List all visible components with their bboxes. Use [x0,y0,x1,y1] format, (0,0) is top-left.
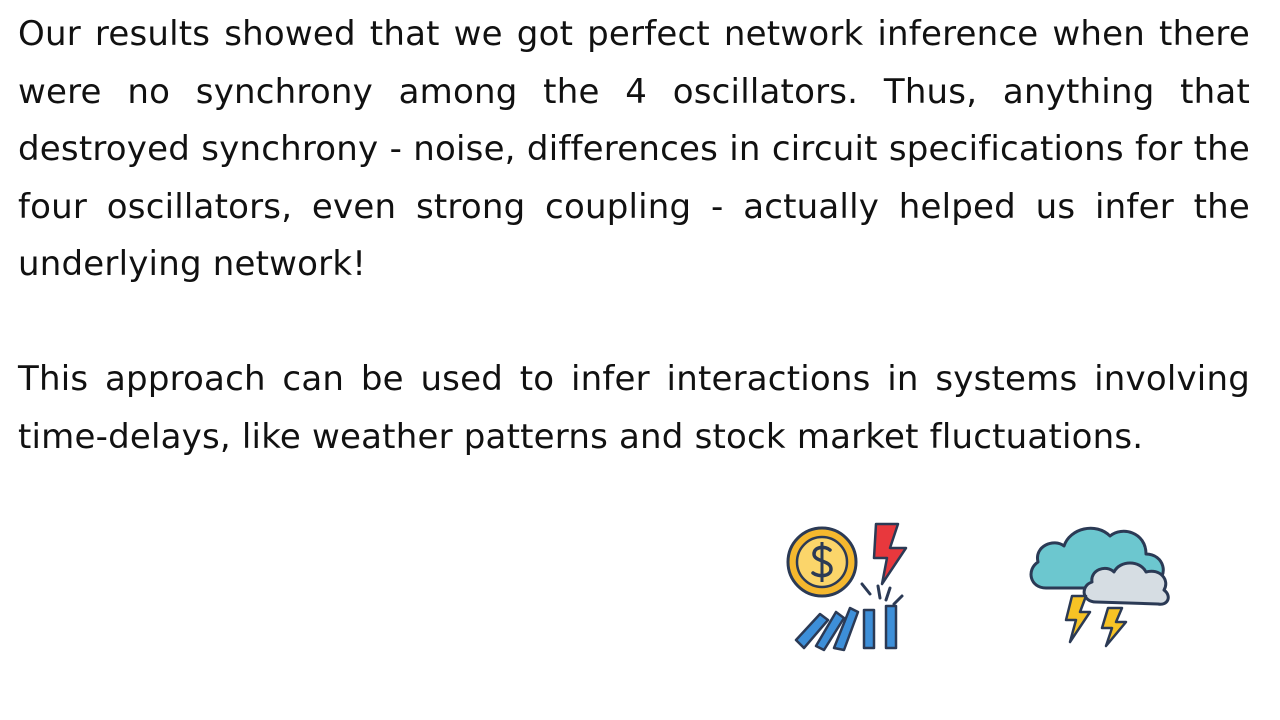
thunderstorm-icon [1029,526,1170,648]
stock-market-crash-icon [786,522,908,652]
paragraph-results: Our results showed that we got perfect n… [18,14,1250,284]
slide-text: Our results showed that we got perfect n… [18,6,1250,466]
paragraph-applications: This approach can be used to infer inter… [18,359,1250,457]
